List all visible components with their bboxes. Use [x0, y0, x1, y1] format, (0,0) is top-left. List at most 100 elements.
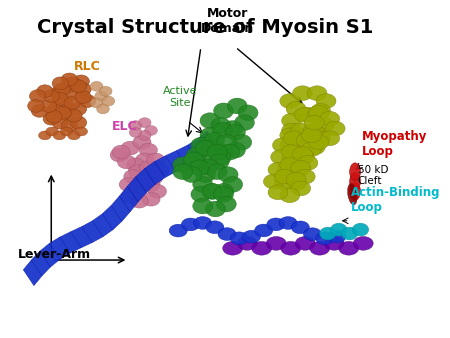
Ellipse shape — [133, 136, 151, 149]
Ellipse shape — [206, 221, 224, 234]
Ellipse shape — [266, 237, 286, 250]
Ellipse shape — [57, 97, 73, 110]
Ellipse shape — [309, 135, 329, 150]
Ellipse shape — [173, 164, 193, 179]
Ellipse shape — [214, 103, 234, 119]
Ellipse shape — [97, 104, 109, 114]
Polygon shape — [165, 151, 187, 172]
Ellipse shape — [264, 174, 284, 189]
Ellipse shape — [112, 145, 130, 159]
Polygon shape — [92, 214, 113, 237]
Ellipse shape — [181, 218, 199, 231]
Polygon shape — [155, 156, 176, 177]
Polygon shape — [102, 206, 122, 230]
Ellipse shape — [295, 237, 315, 250]
Ellipse shape — [294, 150, 314, 164]
Polygon shape — [111, 196, 130, 221]
Ellipse shape — [292, 143, 312, 158]
Ellipse shape — [280, 128, 300, 143]
Polygon shape — [136, 168, 155, 193]
Ellipse shape — [30, 90, 46, 102]
Ellipse shape — [202, 184, 222, 199]
Text: Active
Site: Active Site — [163, 86, 197, 108]
Polygon shape — [40, 243, 60, 267]
Ellipse shape — [291, 123, 310, 138]
Ellipse shape — [286, 172, 306, 187]
Polygon shape — [23, 260, 42, 286]
Ellipse shape — [305, 140, 325, 154]
Ellipse shape — [280, 138, 300, 152]
Ellipse shape — [223, 177, 243, 192]
Ellipse shape — [148, 185, 166, 198]
Ellipse shape — [328, 230, 346, 243]
Ellipse shape — [70, 116, 87, 129]
Ellipse shape — [70, 102, 87, 115]
Ellipse shape — [280, 94, 300, 108]
Ellipse shape — [99, 86, 112, 96]
Ellipse shape — [121, 141, 139, 155]
Ellipse shape — [352, 223, 369, 236]
Ellipse shape — [173, 157, 193, 173]
Ellipse shape — [37, 85, 53, 98]
Ellipse shape — [55, 106, 71, 119]
Polygon shape — [198, 131, 218, 155]
Polygon shape — [127, 177, 146, 202]
Polygon shape — [60, 232, 81, 253]
Ellipse shape — [296, 133, 316, 148]
Ellipse shape — [46, 110, 62, 123]
Ellipse shape — [133, 175, 151, 188]
Ellipse shape — [294, 107, 314, 122]
Text: ELC: ELC — [112, 120, 138, 134]
Ellipse shape — [232, 135, 252, 150]
Ellipse shape — [255, 224, 273, 237]
Ellipse shape — [353, 237, 373, 250]
Polygon shape — [145, 162, 165, 184]
Ellipse shape — [145, 125, 158, 136]
Ellipse shape — [130, 180, 148, 194]
Ellipse shape — [142, 177, 160, 191]
Ellipse shape — [142, 192, 160, 206]
Ellipse shape — [43, 112, 59, 125]
Ellipse shape — [191, 187, 211, 202]
Ellipse shape — [214, 187, 234, 202]
Text: Myopathy
Loop: Myopathy Loop — [362, 130, 427, 158]
Ellipse shape — [191, 137, 211, 153]
Ellipse shape — [68, 131, 80, 140]
Ellipse shape — [64, 97, 80, 110]
Ellipse shape — [66, 87, 82, 100]
Ellipse shape — [268, 185, 288, 200]
Ellipse shape — [277, 161, 297, 176]
Ellipse shape — [75, 127, 88, 136]
Polygon shape — [82, 221, 103, 242]
Ellipse shape — [298, 107, 318, 122]
Ellipse shape — [238, 105, 258, 121]
Ellipse shape — [292, 147, 312, 161]
Ellipse shape — [303, 228, 322, 241]
Ellipse shape — [46, 127, 58, 136]
Ellipse shape — [331, 223, 347, 236]
Text: Lever-Arm: Lever-Arm — [18, 248, 91, 261]
Ellipse shape — [189, 160, 209, 176]
Ellipse shape — [274, 169, 294, 184]
Ellipse shape — [128, 165, 147, 178]
Ellipse shape — [28, 100, 44, 112]
Ellipse shape — [195, 167, 216, 183]
Ellipse shape — [129, 127, 142, 137]
Ellipse shape — [53, 131, 66, 140]
Ellipse shape — [129, 121, 142, 130]
Ellipse shape — [32, 104, 48, 117]
Ellipse shape — [198, 149, 218, 165]
Ellipse shape — [200, 113, 220, 128]
Ellipse shape — [243, 230, 261, 243]
Ellipse shape — [75, 91, 91, 103]
Ellipse shape — [61, 73, 77, 86]
Polygon shape — [176, 145, 198, 167]
Ellipse shape — [194, 217, 212, 229]
Ellipse shape — [216, 135, 236, 150]
Ellipse shape — [138, 118, 151, 127]
Ellipse shape — [271, 150, 291, 164]
Ellipse shape — [75, 83, 91, 96]
Text: Motor
Domain: Motor Domain — [201, 7, 254, 35]
Ellipse shape — [102, 96, 115, 106]
Ellipse shape — [135, 153, 154, 167]
